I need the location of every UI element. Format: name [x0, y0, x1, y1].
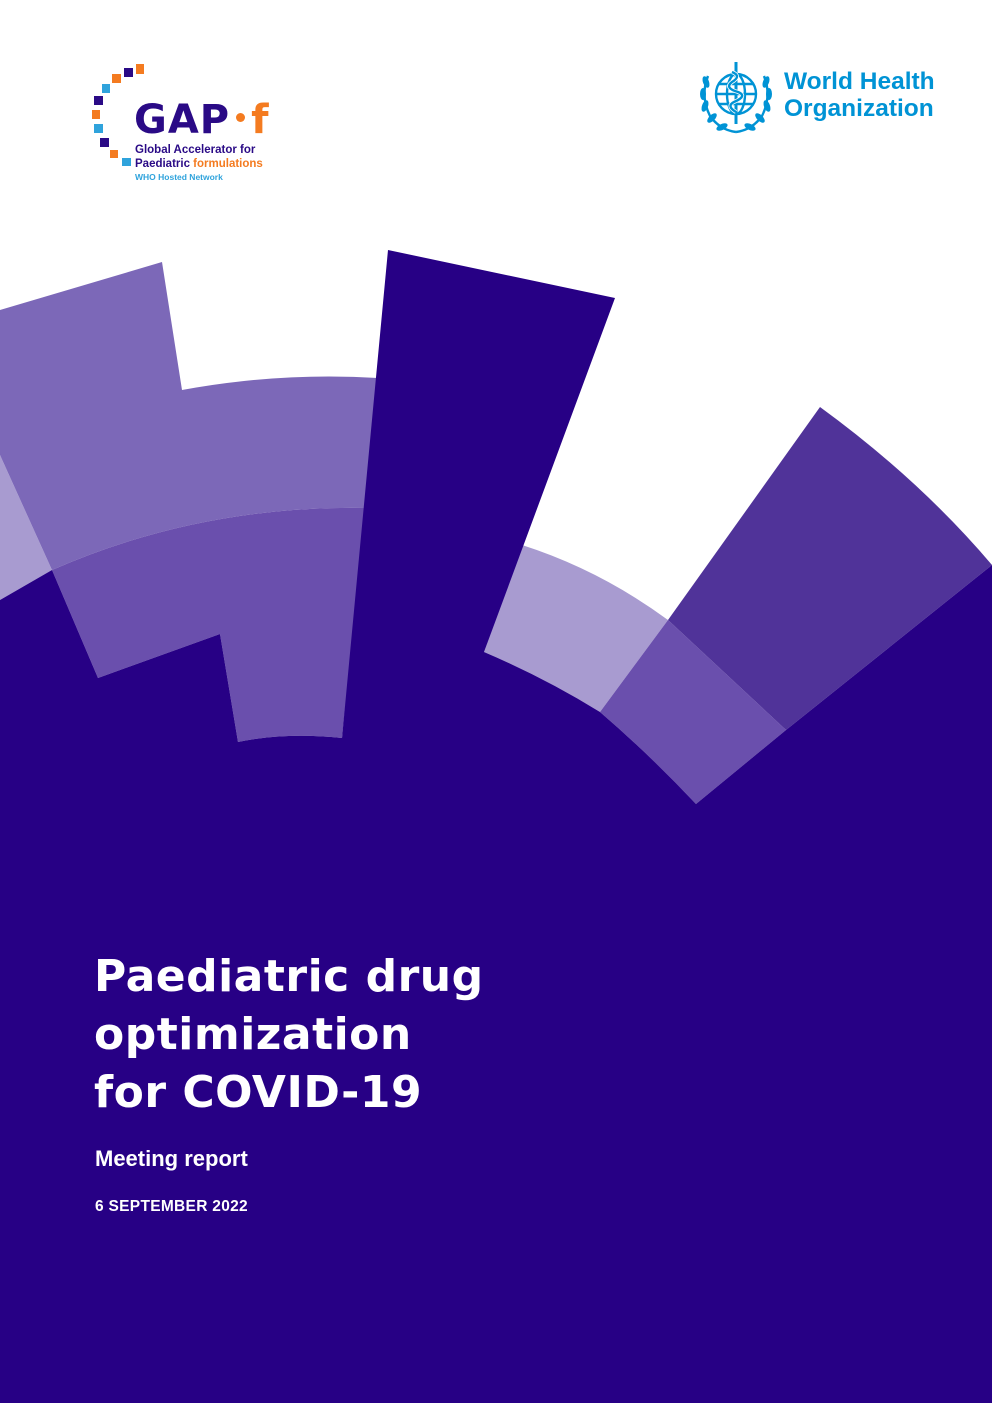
gapf-tagline-line2b: formulations — [193, 158, 263, 170]
report-title-line1: Paediatric drug — [94, 951, 484, 1002]
report-title-line2: optimization — [94, 1009, 412, 1060]
who-emblem-icon — [700, 62, 772, 134]
gapf-tagline-line2a: Paediatric — [135, 158, 194, 170]
gapf-logo-mark-icon — [92, 64, 144, 166]
report-title-line3: for COVID-19 — [94, 1067, 423, 1118]
who-logo: World Health Organization — [694, 58, 944, 138]
art-segment-top-left — [0, 262, 378, 570]
report-date: 6 SEPTEMBER 2022 — [95, 1198, 248, 1215]
gapf-word-left: GAP — [134, 97, 231, 143]
gapf-tagline-line3: WHO Hosted Network — [135, 172, 223, 182]
gapf-dot-icon — [236, 113, 246, 122]
gapf-logo-wordmark: GAP f — [134, 98, 270, 142]
art-segment-mid-right — [484, 545, 668, 712]
art-segment-lower-right — [600, 620, 786, 804]
gapf-logo: GAP f Global Accelerator for Paediatric f… — [88, 62, 328, 192]
who-name-line2: Organization — [784, 95, 934, 122]
gapf-word-right: f — [251, 97, 270, 143]
art-segment-left-edge — [0, 455, 52, 600]
who-name: World Health Organization — [784, 68, 935, 122]
art-segment-mid-left — [52, 507, 366, 742]
gapf-tagline-line1: Global Accelerator for — [135, 144, 256, 156]
report-title: Paediatric drug optimization for COVID-1… — [94, 948, 794, 1122]
art-body — [0, 250, 992, 1403]
gapf-tagline-line2: Paediatric formulations — [135, 158, 263, 170]
art-segment-top-right — [668, 407, 992, 730]
report-subtitle: Meeting report — [95, 1146, 248, 1171]
who-name-line1: World Health — [784, 68, 935, 95]
